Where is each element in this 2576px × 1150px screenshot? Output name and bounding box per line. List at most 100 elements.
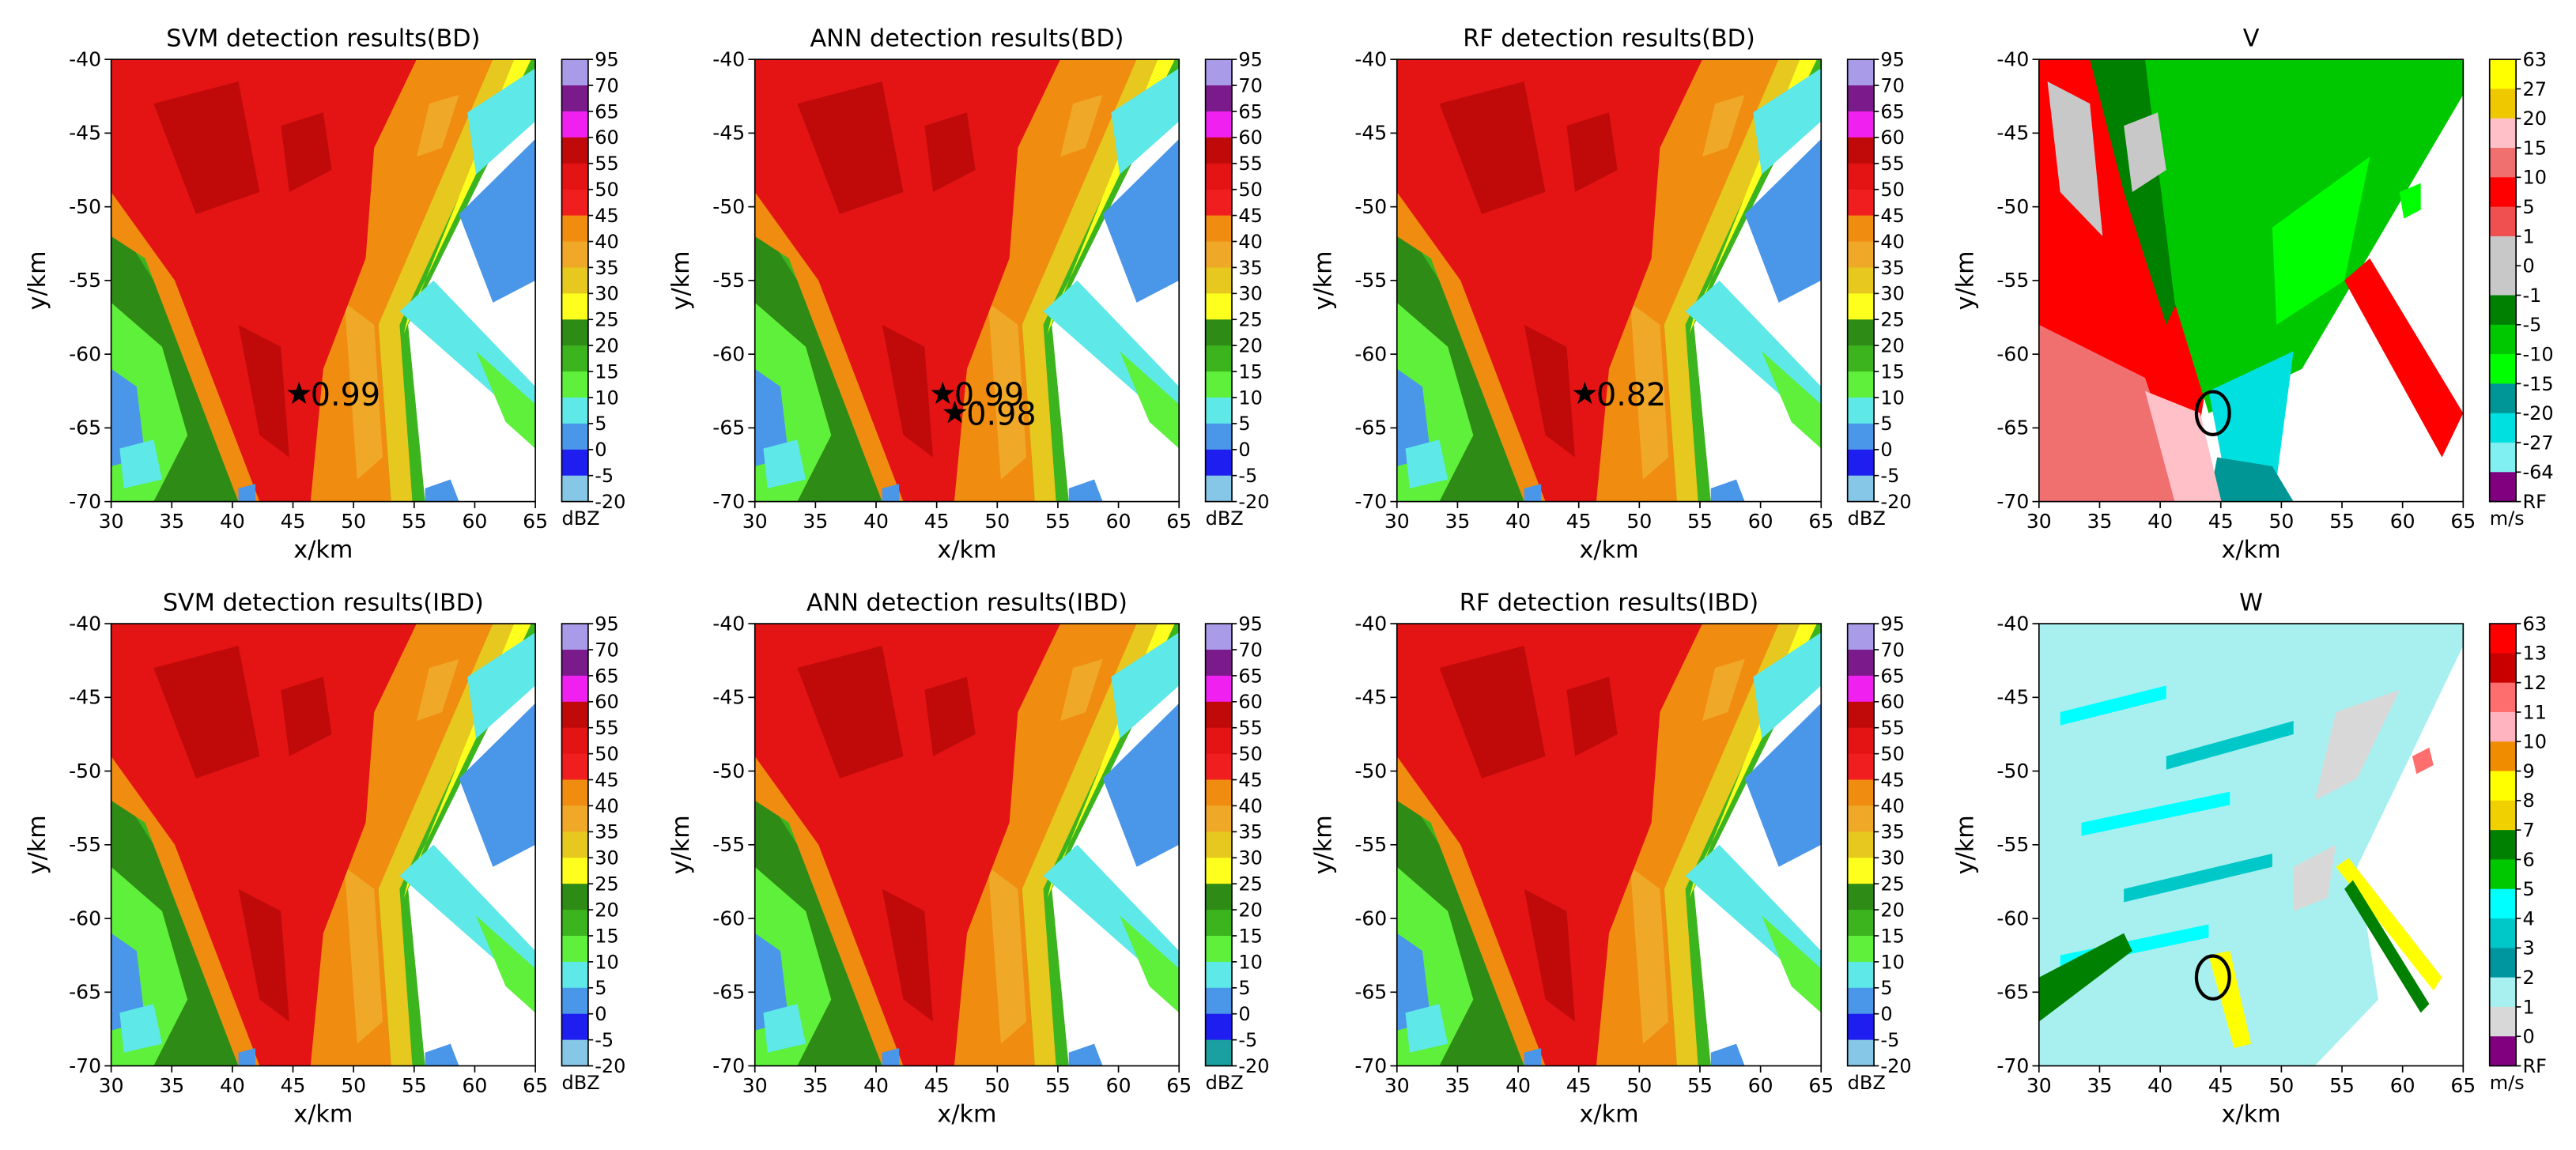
field-region	[1702, 658, 1745, 722]
x-tick-label: 65	[1808, 510, 1834, 533]
y-tick-label: -65	[1354, 417, 1387, 439]
y-tick-label: -50	[69, 760, 101, 782]
colorbar-label: 65	[1880, 665, 1905, 687]
y-tick-label: -55	[1354, 833, 1387, 856]
colorbar-segment	[1847, 831, 1875, 858]
x-axis-label: x/km	[293, 1101, 353, 1129]
x-tick-label: 65	[1166, 510, 1192, 533]
field-region	[1744, 138, 1822, 303]
colorbar-segment	[2489, 472, 2517, 503]
colorbar-segment	[1205, 475, 1233, 503]
colorbar-segment	[561, 831, 588, 858]
colorbar-label: 35	[595, 821, 619, 843]
colorbar-label: -20	[2522, 402, 2553, 424]
colorbar-label: 63	[2522, 49, 2547, 71]
x-tick-label: 40	[1505, 1074, 1531, 1097]
field-region	[1111, 68, 1180, 175]
colorbar-label: 70	[1880, 639, 1905, 661]
x-tick-label: 55	[1045, 1074, 1071, 1097]
x-tick-label: 45	[924, 510, 950, 533]
colorbar-label: 70	[1238, 74, 1263, 96]
colorbar-label: 1	[2522, 996, 2534, 1018]
field-region	[754, 933, 789, 1031]
field-region	[882, 324, 934, 458]
y-tick-label: -55	[69, 269, 101, 292]
field-region	[238, 484, 256, 502]
field-region	[1524, 324, 1576, 458]
x-axis-label: x/km	[293, 537, 353, 564]
x-tick-label: 60	[1748, 510, 1773, 533]
colorbar-label: 15	[595, 360, 619, 383]
colorbar-label: 70	[595, 74, 619, 96]
colorbar-label: -20	[1238, 491, 1269, 513]
field-region	[416, 658, 459, 722]
x-tick-label: 55	[1045, 510, 1071, 533]
x-axis-label: x/km	[937, 537, 996, 564]
colorbar-unit: dBZ	[1206, 507, 1244, 530]
x-tick-label: 35	[2087, 510, 2113, 533]
colorbar-segment	[1205, 293, 1233, 320]
colorbar-label: 15	[1880, 925, 1905, 947]
detection-score: 0.99	[954, 377, 1024, 413]
colorbar-segment	[1205, 449, 1233, 477]
y-tick-label: -55	[69, 833, 101, 856]
colorbar-segment	[561, 701, 588, 729]
colorbar-unit: dBZ	[1206, 1072, 1244, 1094]
field-region	[2124, 112, 2166, 192]
x-tick-label: 35	[159, 510, 184, 533]
colorbar-segment	[1847, 884, 1875, 911]
panel: 30 35 40 45 50 55 60 65-40-45-50-55-60-65-70SVM…	[24, 25, 625, 564]
field-region	[459, 703, 536, 867]
colorbar-segment	[2489, 383, 2517, 414]
colorbar-segment	[1205, 189, 1233, 217]
colorbar-segment	[1847, 371, 1875, 398]
x-tick-label: 50	[984, 510, 1010, 533]
x-tick-label: 35	[803, 1074, 828, 1097]
colorbar-segment	[561, 137, 588, 164]
colorbar-segment	[2489, 148, 2517, 178]
colorbar-segment	[1847, 675, 1875, 703]
y-tick-label: -50	[1996, 760, 2029, 782]
colorbar-label: 55	[1238, 153, 1263, 175]
colorbar-segment	[1205, 1013, 1233, 1041]
field-region	[2038, 324, 2188, 502]
chart-title: SVM detection results(IBD)	[163, 589, 484, 616]
panel: 30 35 40 45 50 55 60 65-40-45-50-55-60-65-70RF …	[1309, 25, 1911, 564]
colorbar-segment	[1847, 727, 1875, 755]
y-tick-label: -45	[712, 122, 745, 145]
colorbar-label: -5	[1880, 1029, 1899, 1051]
field-region	[475, 915, 536, 1013]
colorbar-label: 10	[1880, 951, 1905, 973]
y-tick-label: -60	[712, 907, 745, 929]
colorbar-segment	[1205, 910, 1233, 937]
colorbar-label: 0	[1238, 439, 1250, 461]
colorbar-label: 10	[1238, 951, 1263, 973]
field-region	[1744, 703, 1822, 867]
colorbar-label: 95	[595, 49, 619, 71]
colorbar-label: 55	[595, 153, 619, 175]
colorbar-segment	[1847, 397, 1875, 424]
x-tick-label: 60	[463, 510, 488, 533]
x-tick-label: 60	[1748, 1074, 1773, 1097]
colorbar-segment	[561, 675, 588, 703]
field-region	[1102, 138, 1180, 303]
colorbar-label: 45	[595, 769, 619, 791]
x-tick-label: 30	[2026, 1074, 2052, 1097]
colorbar-segment	[1205, 727, 1233, 755]
field-region	[1524, 484, 1542, 502]
panel: 30 35 40 45 50 55 60 65-40-45-50-55-60-65-70SVM…	[24, 589, 625, 1128]
x-tick-label: 40	[2147, 510, 2173, 533]
colorbar-label: 25	[1238, 873, 1263, 895]
colorbar-segment	[561, 987, 588, 1015]
colorbar-label: 10	[2522, 731, 2547, 753]
field-region	[2293, 844, 2336, 911]
y-tick-label: -60	[1996, 907, 2029, 929]
x-axis-label: x/km	[2222, 537, 2281, 564]
x-tick-label: 35	[2087, 1074, 2113, 1097]
colorbar-label: 30	[1880, 283, 1905, 305]
colorbar-label: 10	[595, 386, 619, 409]
colorbar-segment	[561, 961, 588, 989]
field-region	[2336, 858, 2442, 991]
field-region	[2047, 81, 2103, 236]
colorbar-segment	[1847, 319, 1875, 346]
